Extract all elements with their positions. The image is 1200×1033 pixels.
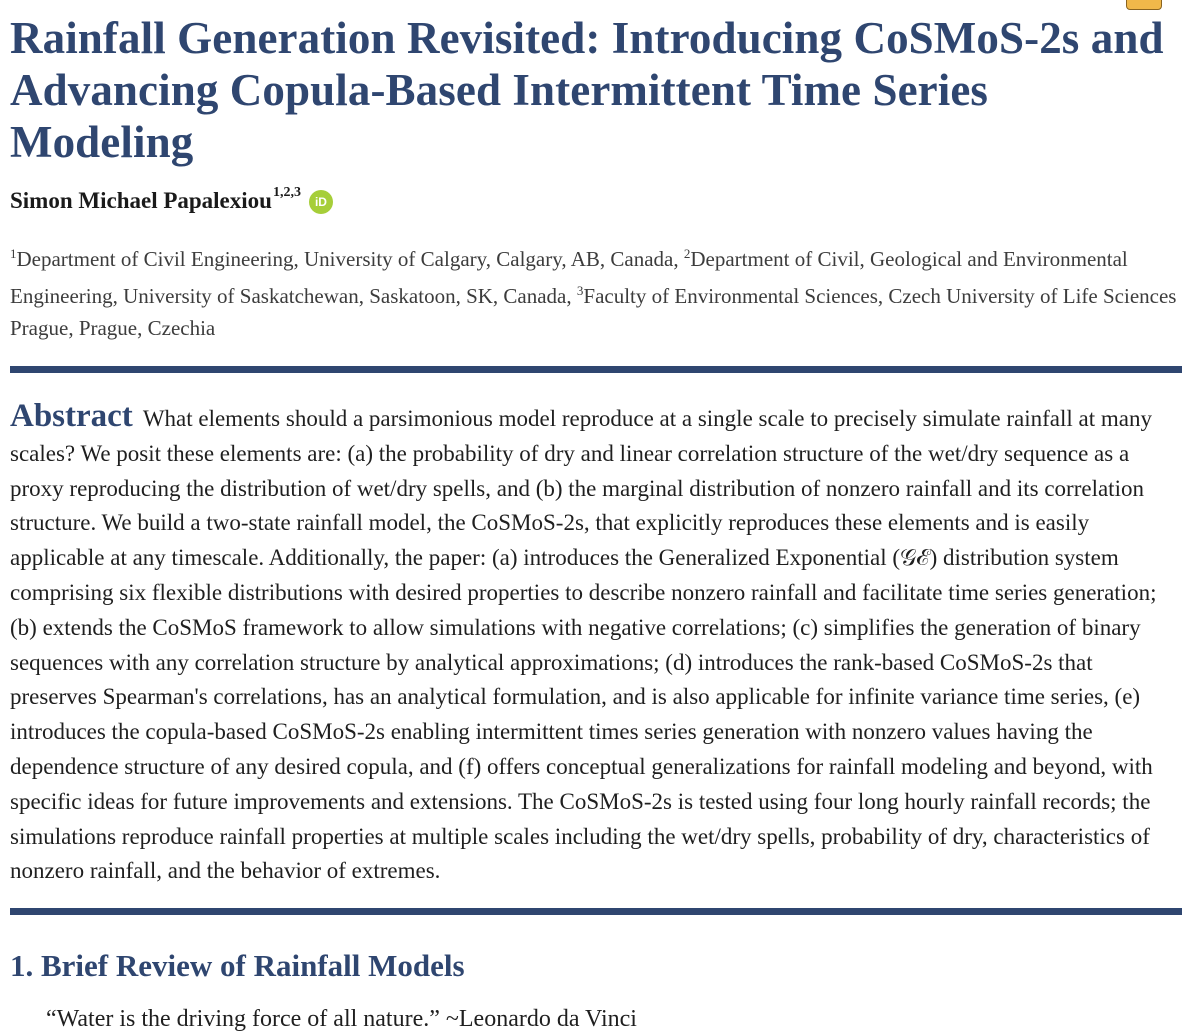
epigraph-quote: “Water is the driving force of all natur… xyxy=(46,1006,637,1033)
affil-text-2: Department of Civil, Geological and Envi… xyxy=(10,247,1128,308)
affil-mark-3: 3 xyxy=(576,283,584,298)
section-heading: 1. Brief Review of Rainfall Models xyxy=(10,948,465,984)
orcid-icon[interactable]: iD xyxy=(308,190,333,214)
affil-text-3: Faculty of Environmental Sciences, Czech… xyxy=(10,284,1177,340)
author-affiliation-marks: 1,2,3 xyxy=(272,185,301,200)
corner-tab[interactable] xyxy=(1126,0,1162,10)
paper-page: Rainfall Generation Revisited: Introduci… xyxy=(10,0,1182,1033)
affil-text-1: Department of Civil Engineering, Univers… xyxy=(16,247,684,271)
title-line-2: Advancing Copula-Based Intermittent Time… xyxy=(10,65,989,167)
affil-mark-1: 1 xyxy=(10,246,17,261)
abstract: Abstract What elements should a parsimoni… xyxy=(10,399,1182,889)
author-name: Simon Michael Papalexiou xyxy=(10,188,272,213)
author-line: Simon Michael Papalexiou 1,2,3 iD xyxy=(10,185,1182,214)
affil-mark-2: 2 xyxy=(683,246,691,261)
affiliations: 1Department of Civil Engineering, Univer… xyxy=(10,238,1182,344)
divider-top xyxy=(10,366,1182,373)
title-line-1: Rainfall Generation Revisited: Introduci… xyxy=(10,13,1164,63)
abstract-label: Abstract xyxy=(10,398,133,434)
divider-bottom xyxy=(10,908,1182,916)
abstract-body: What elements should a parsimonious mode… xyxy=(10,406,1157,884)
paper-title: Rainfall Generation Revisited: Introduci… xyxy=(10,0,1182,168)
